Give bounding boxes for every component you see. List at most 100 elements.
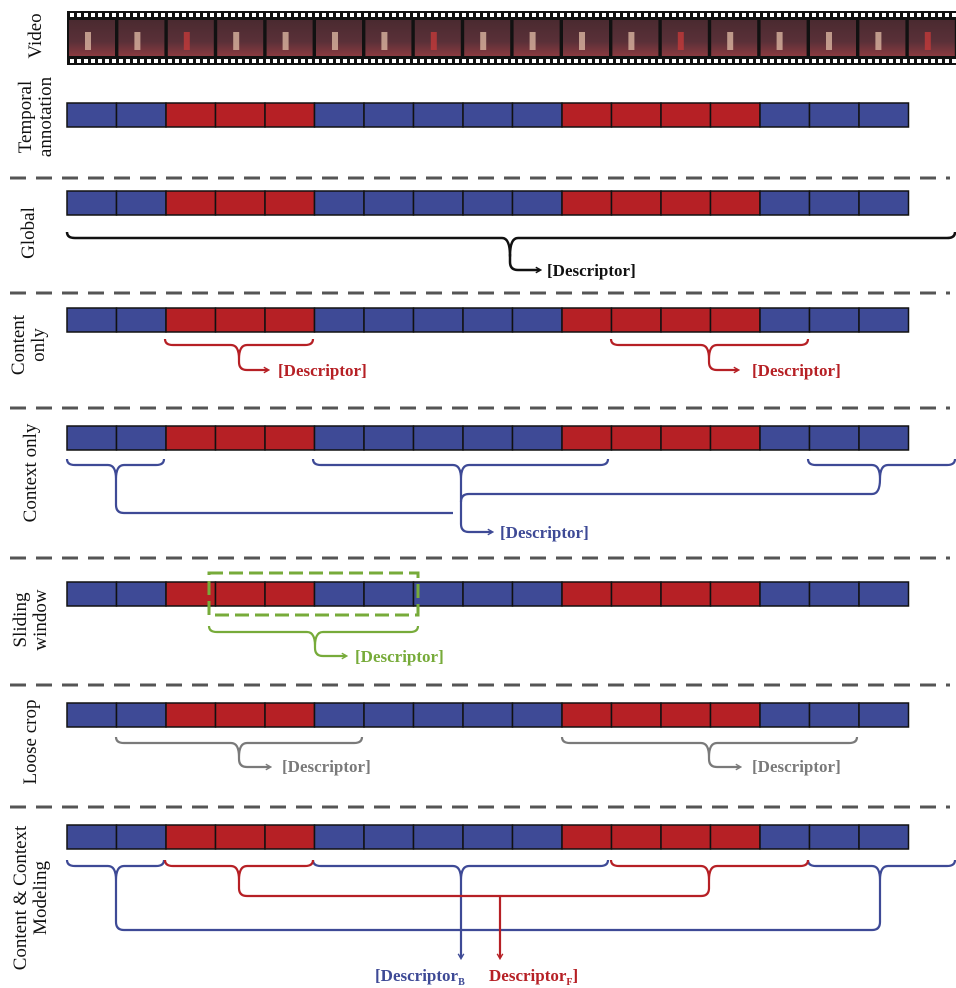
background-cell (412, 581, 464, 607)
frame-figure (924, 32, 931, 50)
cc-content-brace-2 (609, 859, 810, 882)
frame-figure (727, 32, 734, 50)
film-perforation (889, 13, 893, 17)
row-label-context-only: Context only (20, 423, 41, 522)
cc-descriptor-b-sub: B (458, 977, 465, 988)
foreground-cell (660, 824, 712, 850)
film-perforation (630, 59, 634, 63)
background-cell (858, 824, 910, 850)
film-perforation (693, 13, 697, 17)
film-base (67, 11, 956, 65)
film-perforation (679, 13, 683, 17)
film-perforation (210, 13, 214, 17)
film-perforation (581, 59, 585, 63)
film-perforation (315, 13, 319, 17)
foreground-cell (264, 425, 316, 451)
film-perforation (469, 13, 473, 17)
background-cell (462, 702, 514, 728)
film-perforation (791, 59, 795, 63)
film-perforation (910, 59, 914, 63)
foreground-cell (561, 824, 613, 850)
context-link-right (459, 478, 882, 503)
film-perforation (336, 59, 340, 63)
cc-context-brace-1 (65, 859, 166, 882)
film-perforation (294, 13, 298, 17)
film-perforation (728, 59, 732, 63)
frame-figure (776, 32, 783, 50)
background-cell (66, 702, 118, 728)
film-perforation (371, 59, 375, 63)
film-perforation (931, 59, 935, 63)
video-frame (908, 20, 955, 56)
film-perforation (777, 59, 781, 63)
row-label-cc-modeling-line: Content & Context (10, 825, 31, 970)
global-descriptor: [Descriptor] (547, 261, 636, 280)
film-perforation (126, 13, 130, 17)
film-perforation (483, 13, 487, 17)
foreground-cell (610, 307, 662, 333)
film-perforation (567, 13, 571, 17)
background-cell (363, 190, 415, 216)
film-perforation (441, 59, 445, 63)
film-perforation (196, 13, 200, 17)
film-perforation (119, 59, 123, 63)
film-perforation (105, 13, 109, 17)
film-perforation (826, 13, 830, 17)
film-perforation (490, 13, 494, 17)
content-descriptor-2: [Descriptor] (752, 361, 841, 380)
cc-descriptor-f-sub: F (566, 977, 572, 988)
cc-content-link (237, 880, 711, 898)
global-brace (65, 231, 956, 258)
film-perforation (644, 59, 648, 63)
video-frame (217, 20, 264, 56)
background-cell (858, 307, 910, 333)
film-perforation (217, 13, 221, 17)
film-perforation (714, 13, 718, 17)
film-perforation (805, 13, 809, 17)
film-perforation (336, 13, 340, 17)
film-perforation (168, 13, 172, 17)
film-perforation (707, 13, 711, 17)
video-frame (563, 20, 609, 56)
film-perforation (203, 13, 207, 17)
film-perforation (175, 13, 179, 17)
film-perforation (77, 13, 81, 17)
background-cell (462, 102, 514, 128)
sliding-window-box (207, 571, 420, 617)
row-label-cc-modeling-line: Modeling (30, 861, 51, 935)
film-perforation (868, 13, 872, 17)
background-cell (858, 581, 910, 607)
film-perforation (224, 59, 228, 63)
content-arrow-2 (707, 359, 738, 370)
video-frame (513, 20, 560, 56)
film-perforation (770, 59, 774, 63)
foreground-cell (561, 102, 613, 128)
foreground-cell (660, 581, 712, 607)
cc-descriptor-f: DescriptorF] (489, 966, 578, 988)
film-perforation (434, 13, 438, 17)
film-perforation (147, 59, 151, 63)
film-perforation (616, 59, 620, 63)
background-cell (66, 425, 118, 451)
film-perforation (301, 59, 305, 63)
foreground-cell (264, 824, 316, 850)
film-perforation (364, 13, 368, 17)
film-perforation (287, 59, 291, 63)
foreground-cell (561, 190, 613, 216)
background-cell (115, 581, 167, 607)
film-perforation (259, 59, 263, 63)
film-perforation (910, 13, 914, 17)
film-perforation (567, 59, 571, 63)
content-descriptor-1: [Descriptor] (278, 361, 367, 380)
film-perforation (756, 59, 760, 63)
film-perforation (952, 59, 956, 63)
film-perforation (119, 13, 123, 17)
frame-figure (628, 32, 635, 50)
film-perforation (539, 59, 543, 63)
background-cell (808, 581, 860, 607)
film-perforation (287, 13, 291, 17)
film-perforation (385, 59, 389, 63)
film-perforation (616, 13, 620, 17)
film-perforation (154, 13, 158, 17)
